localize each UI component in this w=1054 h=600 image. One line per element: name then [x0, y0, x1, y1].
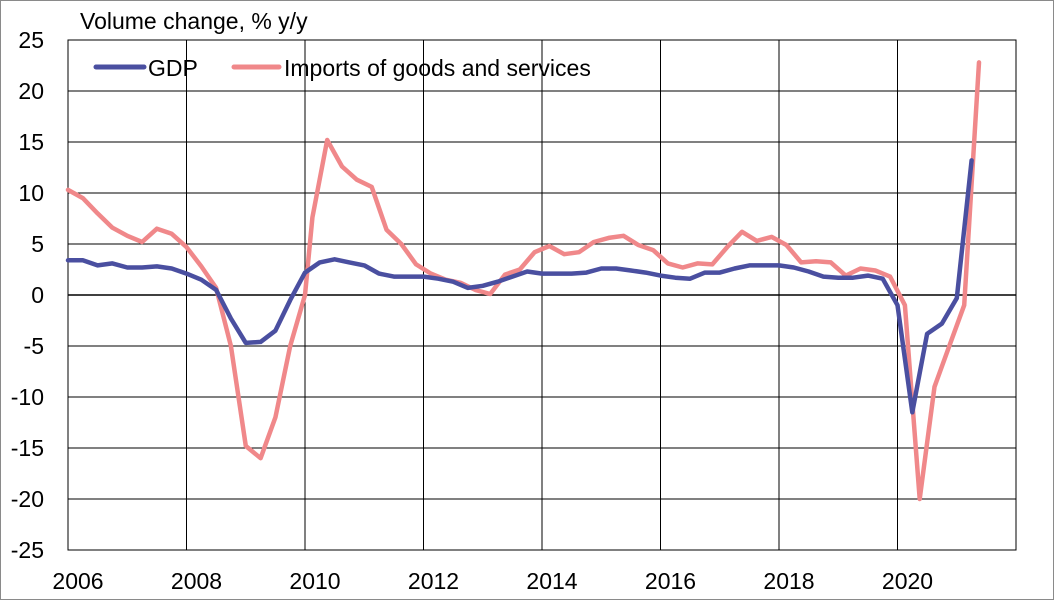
x-tick-label: 2014 — [526, 568, 577, 594]
x-tick-label: 2020 — [882, 568, 933, 594]
series-line-imports — [65, 60, 982, 502]
x-tick-label: 2008 — [171, 568, 222, 594]
x-tick-label: 2006 — [52, 568, 103, 594]
x-tick-label: 2012 — [408, 568, 459, 594]
legend-label-gdp: GDP — [148, 55, 198, 81]
chart-title: Volume change, % y/y — [80, 8, 308, 34]
grid — [68, 40, 1016, 550]
y-tick-label: 15 — [18, 129, 44, 155]
y-tick-label: 0 — [31, 282, 44, 308]
x-tick-label: 2010 — [289, 568, 340, 594]
legend: GDP Imports of goods and services — [93, 55, 591, 81]
y-tick-label: 20 — [18, 78, 44, 104]
legend-label-imports: Imports of goods and services — [284, 55, 591, 81]
y-tick-label: -20 — [11, 486, 44, 512]
x-tick-label: 2018 — [763, 568, 814, 594]
series-line-gdp — [65, 158, 974, 415]
y-tick-label: 5 — [31, 231, 44, 257]
y-tick-label: -25 — [11, 537, 44, 563]
y-tick-label: -5 — [24, 333, 44, 359]
x-axis-ticks: 2006 2008 2010 2012 2014 2016 2018 2020 — [52, 568, 933, 594]
x-tick-label: 2016 — [645, 568, 696, 594]
y-tick-label: 25 — [18, 27, 44, 53]
series-lines — [65, 60, 982, 502]
y-tick-label: -10 — [11, 384, 44, 410]
y-tick-label: -15 — [11, 435, 44, 461]
y-tick-label: 10 — [18, 180, 44, 206]
y-axis-ticks: 25 20 15 10 5 0 -5 -10 -15 -20 -25 — [11, 27, 44, 563]
